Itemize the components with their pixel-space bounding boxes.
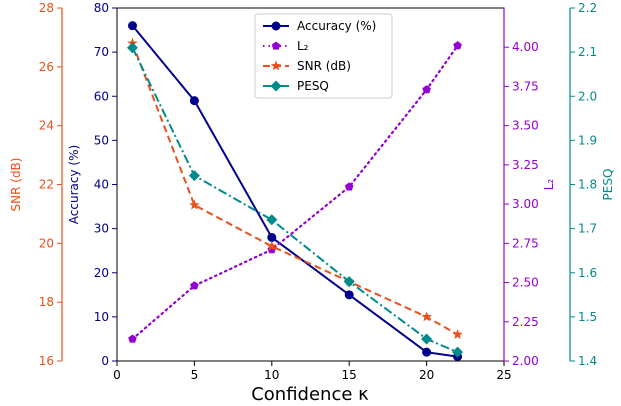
snr-tick-label: 18 (39, 295, 54, 309)
pesq-tick-label: 1.7 (578, 222, 597, 236)
pesq-tick-label: 2.1 (578, 45, 597, 59)
series-line (131, 25, 458, 358)
data-point (271, 21, 281, 31)
accuracy-tick-label: 80 (94, 1, 109, 15)
legend-label: PESQ (297, 79, 329, 93)
l2-tick-label: 3.00 (512, 197, 539, 211)
x-tick-label: 20 (419, 368, 434, 382)
data-point (421, 333, 433, 345)
series-layer (126, 21, 464, 362)
series-line (131, 44, 459, 341)
snr-tick-label: 22 (39, 178, 54, 192)
legend-box (254, 13, 393, 99)
pesq-tick-label: 2.2 (578, 1, 597, 15)
data-point (452, 329, 463, 339)
accuracy-tick-label: 60 (94, 89, 109, 103)
pesq-tick-label: 1.4 (578, 354, 597, 368)
data-point (266, 240, 278, 251)
l2-tick-label: 2.75 (512, 236, 539, 250)
data-point (422, 85, 431, 94)
series-line (131, 47, 458, 354)
accuracy-tick-label: 70 (94, 45, 109, 59)
snr-tick-label: 16 (39, 354, 54, 368)
series-line (131, 42, 459, 336)
pesq-tick-label: 1.6 (578, 266, 597, 280)
data-point (344, 182, 354, 191)
accuracy-axis-title: Accuracy (%) (67, 145, 81, 224)
snr-tick-label: 28 (39, 1, 54, 15)
data-point (188, 170, 200, 182)
data-point (452, 346, 464, 358)
series-pesq (126, 42, 464, 358)
accuracy-tick-label: 40 (94, 178, 109, 192)
l2-tick-label: 2.50 (512, 276, 539, 290)
accuracy-tick-label: 10 (94, 310, 109, 324)
data-point (266, 214, 278, 226)
accuracy-tick-label: 20 (94, 266, 109, 280)
data-point (270, 80, 282, 92)
accuracy-axis: 0 10 20 30 40 50 60 70 80 Accuracy (%) (67, 1, 117, 368)
x-tick-label: 10 (264, 368, 279, 382)
x-axis-title: Confidence κ (251, 384, 369, 405)
data-point (270, 60, 282, 71)
data-point (344, 290, 354, 300)
data-point (128, 334, 137, 343)
accuracy-tick-label: 50 (94, 133, 109, 147)
l2-tick-label: 2.00 (512, 354, 539, 368)
snr-axis: 16 18 20 22 24 26 28 SNR (dB) (9, 1, 63, 368)
legend-label: SNR (dB) (297, 59, 351, 73)
data-point (189, 199, 200, 210)
snr-axis-title: SNR (dB) (9, 158, 23, 212)
pesq-axis-title: PESQ (601, 169, 615, 201)
legend-label: Accuracy (%) (297, 19, 376, 33)
x-tick-label: 0 (113, 368, 121, 382)
data-point (190, 281, 199, 290)
axes-layer: 0 5 10 15 20 25 16 18 20 22 24 26 28 SNR (dB) 0 10 20 30 4… (9, 1, 615, 382)
accuracy-tick-label: 30 (94, 222, 109, 236)
series-l2 (128, 41, 462, 343)
data-point (421, 311, 432, 322)
x-tick-label: 15 (342, 368, 357, 382)
l2-axis-title: L₂ (542, 179, 556, 191)
pesq-tick-label: 1.9 (578, 133, 597, 147)
l2-tick-label: 3.25 (512, 158, 539, 172)
snr-tick-label: 20 (39, 236, 54, 250)
l2-tick-label: 3.75 (512, 79, 539, 93)
data-point (189, 96, 199, 106)
data-point (453, 41, 462, 50)
x-tick-label: 5 (191, 368, 199, 382)
legend: Accuracy (%) L₂ SNR (dB) PESQ (254, 13, 393, 99)
l2-axis: 2.00 2.25 2.50 2.75 3.00 3.25 3.50 3.75 4.00 L₂ (503, 8, 556, 368)
data-point (267, 232, 277, 242)
l2-tick-label: 4.00 (512, 40, 539, 54)
l2-tick-label: 2.25 (512, 315, 539, 329)
snr-tick-label: 24 (39, 119, 54, 133)
legend-label: L₂ (297, 39, 309, 53)
accuracy-tick-label: 0 (101, 354, 109, 368)
data-point (271, 41, 281, 50)
l2-tick-label: 3.50 (512, 119, 539, 133)
snr-tick-label: 26 (39, 60, 54, 74)
data-point (422, 347, 432, 357)
data-point (126, 42, 138, 54)
data-point (343, 276, 355, 288)
data-point (127, 21, 137, 31)
x-tick-label: 25 (496, 368, 511, 382)
pesq-tick-label: 2.0 (578, 89, 597, 103)
pesq-tick-label: 1.8 (578, 178, 597, 192)
pesq-axis: 1.4 1.5 1.6 1.7 1.8 1.9 2.0 2.1 2.2 PESQ (569, 1, 615, 368)
pesq-tick-label: 1.5 (578, 310, 597, 324)
